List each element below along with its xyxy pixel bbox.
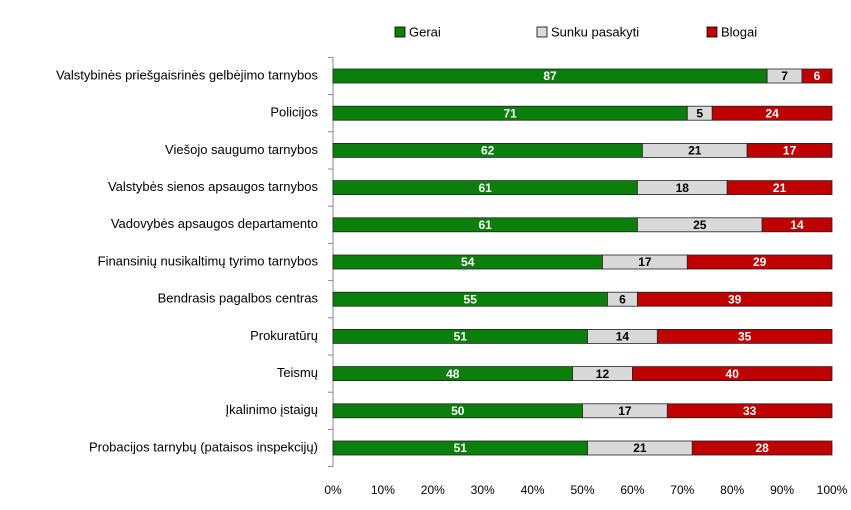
y-tick-label: Probacijos tarnybų (pataisos inspekcijų) — [89, 439, 318, 454]
value-label: 71 — [503, 106, 517, 120]
legend-swatch — [394, 26, 406, 38]
x-tick-label: 20% — [421, 483, 445, 497]
bar-segment — [726, 180, 833, 196]
x-tick-label: 30% — [471, 483, 495, 497]
value-label: 25 — [693, 218, 707, 232]
y-tick-label: Vadovybės apsaugos departamento — [111, 216, 318, 231]
legend-swatch — [536, 26, 548, 38]
x-tick-label: 100% — [817, 483, 848, 497]
value-label: 39 — [728, 292, 742, 306]
highlight-circle — [599, 281, 641, 317]
value-label: 61 — [479, 218, 493, 232]
value-label: 7 — [781, 69, 788, 83]
bar-segment — [666, 403, 833, 419]
value-label: 12 — [596, 367, 610, 381]
value-label: 87 — [543, 69, 557, 83]
bar-segment — [746, 142, 833, 158]
bar-segment — [686, 254, 833, 270]
x-tick-label: 70% — [670, 483, 694, 497]
value-label: 51 — [454, 330, 468, 344]
value-label: 18 — [676, 181, 690, 195]
y-tick-label: Viešojo saugumo tarnybos — [165, 142, 318, 157]
legend-swatch — [706, 26, 718, 38]
value-label: 48 — [446, 367, 460, 381]
bar-segment — [761, 217, 833, 233]
x-tick-label: 50% — [570, 483, 594, 497]
value-label: 14 — [616, 330, 630, 344]
legend-label: Gerai — [409, 24, 441, 39]
value-label: 17 — [618, 404, 632, 418]
value-label: 55 — [464, 292, 478, 306]
value-label: 29 — [753, 255, 767, 269]
value-label: 6 — [619, 292, 626, 306]
x-tick-label: 80% — [720, 483, 744, 497]
x-tick-label: 60% — [620, 483, 644, 497]
value-label: 21 — [633, 441, 647, 455]
y-tick-label: Policijos — [270, 105, 318, 120]
value-label: 21 — [688, 144, 702, 158]
y-tick-label: Įkalinimo įstaigų — [226, 402, 319, 417]
legend-label: Sunku pasakyti — [551, 24, 639, 39]
value-label: 33 — [743, 404, 757, 418]
value-label: 5 — [696, 106, 703, 120]
y-tick-label: Teismų — [277, 365, 318, 380]
value-label: 54 — [461, 255, 475, 269]
y-tick-label: Valstybės sienos apsaugos tarnybos — [108, 179, 319, 194]
x-tick-label: 10% — [371, 483, 395, 497]
x-tick-label: 40% — [521, 483, 545, 497]
bar-segment — [636, 291, 833, 307]
value-label: 61 — [479, 181, 493, 195]
highlight-circle — [674, 94, 720, 130]
highlight-box — [7, 55, 851, 321]
value-label: 24 — [765, 106, 779, 120]
highlight-circle — [753, 57, 803, 93]
bar-segment — [656, 328, 833, 344]
value-label: 14 — [790, 218, 804, 232]
bar-segment — [691, 440, 833, 456]
y-tick-label: Finansinių nusikaltimų tyrimo tarnybos — [98, 253, 319, 268]
x-tick-label: 0% — [324, 483, 342, 497]
value-label: 6 — [814, 69, 821, 83]
y-tick-label: Bendrasis pagalbos centras — [158, 291, 319, 306]
value-label: 17 — [783, 144, 797, 158]
value-label: 35 — [738, 330, 752, 344]
value-label: 40 — [726, 367, 740, 381]
value-label: 28 — [755, 441, 769, 455]
y-tick-label: Valstybinės priešgaisrinės gelbėjimo tar… — [56, 67, 319, 82]
value-label: 50 — [451, 404, 465, 418]
value-label: 17 — [638, 255, 652, 269]
bar-segment — [632, 366, 833, 382]
value-label: 51 — [454, 441, 468, 455]
value-label: 21 — [773, 181, 787, 195]
y-tick-label: Prokuratūrų — [250, 328, 318, 343]
bar-segment — [711, 105, 833, 121]
legend-label: Blogai — [721, 24, 757, 39]
x-tick-label: 90% — [770, 483, 794, 497]
value-label: 62 — [481, 144, 495, 158]
